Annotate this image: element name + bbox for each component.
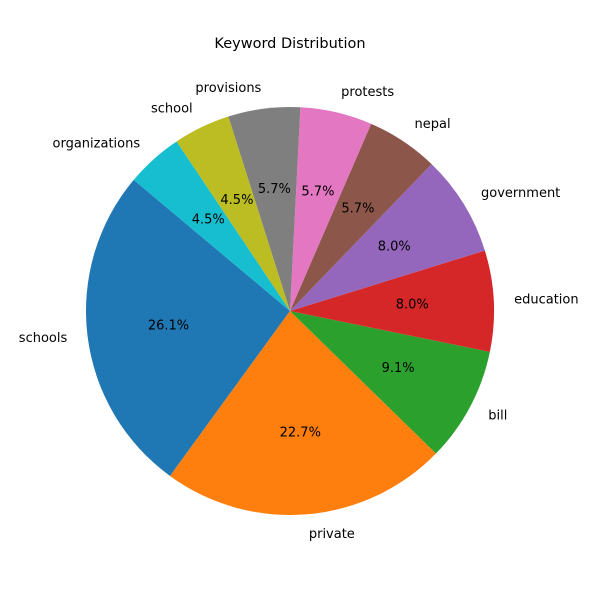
percent-label-education: 8.0% <box>396 297 429 312</box>
slice-provisions <box>228 107 301 312</box>
label-school: school <box>151 101 193 116</box>
slice-bill <box>290 311 490 454</box>
label-education: education <box>514 292 579 307</box>
slice-nepal <box>290 123 432 312</box>
pie-slices <box>85 107 495 515</box>
label-schools: schools <box>19 331 68 346</box>
percent-label-private: 22.7% <box>280 425 321 440</box>
label-private: private <box>309 527 355 542</box>
slice-schools <box>85 179 290 476</box>
chart-title: Keyword Distribution <box>214 36 365 52</box>
label-organizations: organizations <box>53 136 141 151</box>
slice-school <box>176 116 290 311</box>
percent-label-government: 8.0% <box>378 239 411 254</box>
slice-protests <box>290 107 372 312</box>
percent-label-provisions: 5.7% <box>258 182 291 197</box>
label-nepal: nepal <box>415 117 451 132</box>
label-bill: bill <box>488 409 507 424</box>
slice-private <box>169 311 436 515</box>
percent-label-bill: 9.1% <box>382 361 415 376</box>
label-government: government <box>481 186 560 201</box>
slice-organizations <box>133 141 290 311</box>
pie-labels: schools 26.1% private 22.7% bill 9.1% educatio… <box>19 81 579 542</box>
label-protests: protests <box>341 85 394 100</box>
percent-label-nepal: 5.7% <box>341 202 374 217</box>
slice-education <box>290 250 495 352</box>
percent-label-school: 4.5% <box>220 193 253 208</box>
percent-label-protests: 5.7% <box>301 184 334 199</box>
percent-label-organizations: 4.5% <box>192 212 225 227</box>
percent-label-schools: 26.1% <box>148 318 189 333</box>
label-provisions: provisions <box>195 81 261 96</box>
slice-government <box>290 164 485 311</box>
